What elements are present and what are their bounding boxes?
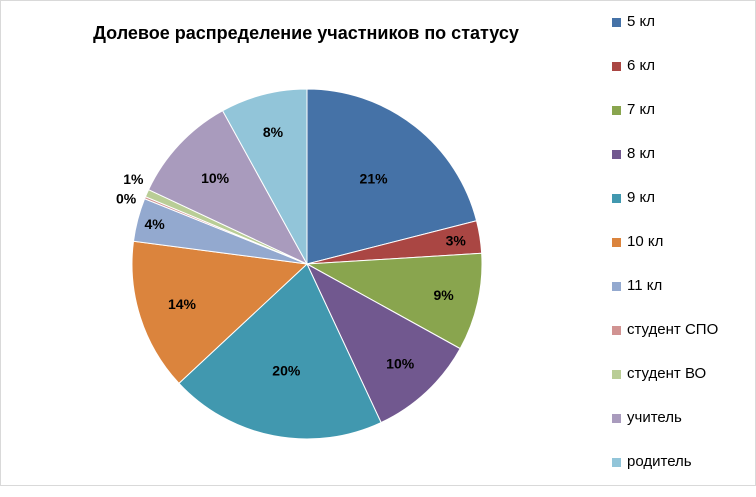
pie-slice-6 <box>131 240 309 384</box>
data-label-6: 14% <box>168 296 197 312</box>
legend-label: родитель <box>627 453 692 470</box>
legend-label: 11 кл <box>627 277 663 294</box>
pie-chart: 21% 3% 9% 10% 20% 14% 4% 0% 1% 10% 8% <box>116 88 483 440</box>
legend-swatch <box>612 282 621 291</box>
legend-label: 5 кл <box>627 13 655 30</box>
legend-swatch <box>612 194 621 203</box>
data-label-3: 9% <box>433 287 454 303</box>
chart-title: Долевое распределение участников по стат… <box>93 23 519 43</box>
legend-label: учитель <box>627 409 682 426</box>
data-label-2: 3% <box>446 233 467 249</box>
data-label-4: 10% <box>386 356 415 372</box>
data-label-8: 0% <box>116 190 137 206</box>
legend-swatch <box>612 238 621 247</box>
data-label-1: 21% <box>360 170 389 186</box>
pie-slice-4 <box>305 262 461 424</box>
legend-swatch <box>612 62 621 71</box>
legend-label: 6 кл <box>627 57 655 74</box>
legend-label: студент СПО <box>627 321 719 338</box>
pie-slice-10 <box>147 110 309 266</box>
legend-label: 10 кл <box>627 233 664 250</box>
legend-label: студент ВО <box>627 365 707 382</box>
chart-area: Долевое распределение участников по стат… <box>0 0 756 486</box>
data-label-5: 20% <box>272 363 301 379</box>
pie-slice-11 <box>221 88 308 265</box>
pie-slice-3 <box>305 252 483 350</box>
legend-swatch <box>612 326 621 335</box>
legend-label: 7 кл <box>627 101 655 118</box>
data-label-7: 4% <box>145 216 166 232</box>
pie-slice-5 <box>178 263 382 440</box>
legend-swatch <box>612 458 621 467</box>
legend-swatch <box>612 106 621 115</box>
legend-swatch <box>612 18 621 27</box>
data-label-11: 8% <box>263 124 284 140</box>
legend-swatch <box>612 414 621 423</box>
legend-label: 8 кл <box>627 145 655 162</box>
data-label-10: 10% <box>201 170 230 186</box>
legend-label: 9 кл <box>627 189 655 206</box>
legend-swatch <box>612 150 621 159</box>
data-label-9: 1% <box>123 171 144 187</box>
pie-slice-1 <box>306 88 478 265</box>
legend-swatch <box>612 370 621 379</box>
